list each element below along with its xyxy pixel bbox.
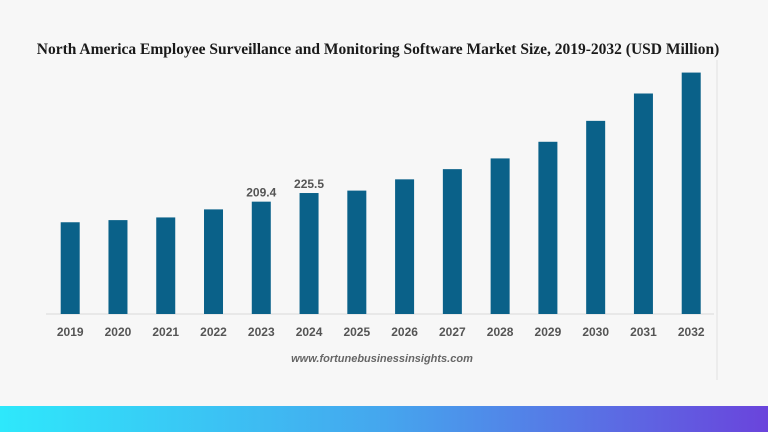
data-label-2023: 209.4 — [246, 186, 276, 200]
bar-2024 — [299, 193, 319, 314]
x-tick-label-2022: 2022 — [200, 325, 227, 339]
bar-2023 — [251, 201, 271, 314]
bar-2019 — [60, 222, 80, 314]
x-tick-label-2026: 2026 — [391, 325, 418, 339]
x-tick-label-2025: 2025 — [343, 325, 370, 339]
bar-2027 — [442, 169, 462, 314]
bar-2029 — [538, 141, 558, 314]
x-tick-label-2027: 2027 — [439, 325, 466, 339]
x-tick-label-2023: 2023 — [248, 325, 275, 339]
x-tick-label-2030: 2030 — [582, 325, 609, 339]
bar-2028 — [490, 158, 510, 314]
source-watermark: www.fortunebusinessinsights.com — [291, 353, 473, 365]
x-tick-label-2020: 2020 — [105, 325, 132, 339]
x-tick-label-2031: 2031 — [630, 325, 657, 339]
bar-2032 — [681, 72, 701, 314]
footer-gradient-bar — [0, 406, 768, 432]
bar-2021 — [156, 217, 176, 314]
bar-2025 — [347, 190, 367, 314]
x-tick-label-2028: 2028 — [487, 325, 514, 339]
bar-2030 — [586, 120, 606, 314]
bar-2022 — [204, 209, 224, 314]
data-label-2024: 225.5 — [294, 177, 324, 191]
x-tick-label-2032: 2032 — [678, 325, 705, 339]
x-tick-label-2019: 2019 — [57, 325, 84, 339]
x-tick-label-2029: 2029 — [535, 325, 562, 339]
x-tick-label-2021: 2021 — [152, 325, 179, 339]
x-tick-label-2024: 2024 — [296, 325, 323, 339]
bar-2031 — [633, 93, 653, 314]
bar-2020 — [108, 220, 128, 314]
chart-title: North America Employee Surveillance and … — [37, 41, 720, 58]
bar-2026 — [395, 179, 415, 314]
